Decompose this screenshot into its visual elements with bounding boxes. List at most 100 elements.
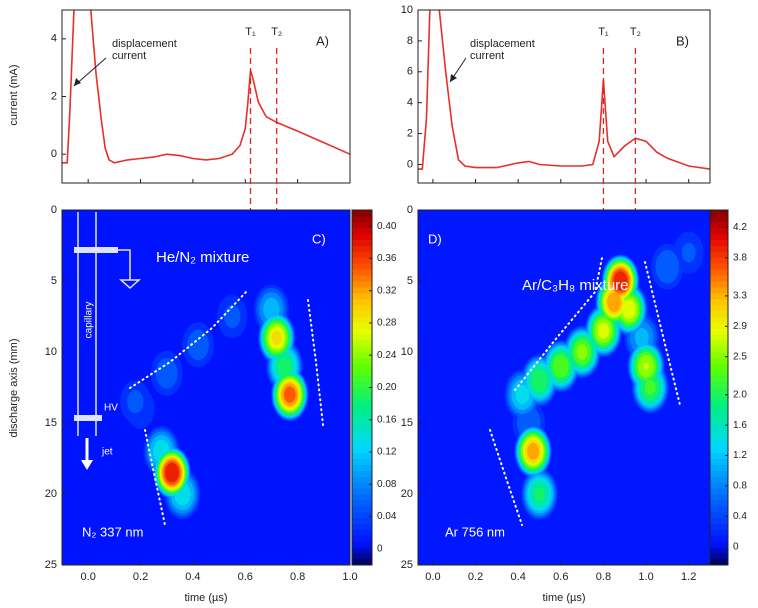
colorbar-step (710, 393, 728, 400)
colorbar-step (710, 523, 728, 530)
arrow-head (450, 74, 457, 82)
colorbar-step (710, 375, 728, 383)
plot-area (418, 210, 710, 565)
contour-level (634, 328, 649, 348)
colorbar-tick-label: 1.6 (733, 420, 747, 431)
colorbar-tick-label: 2.9 (733, 321, 747, 332)
colorbar-step (710, 340, 728, 347)
contour-level (655, 250, 680, 284)
colorbar-step (710, 405, 728, 412)
time-marker-label: T₂ (271, 26, 282, 38)
contour-level (645, 380, 656, 395)
y-tick-label: 8 (407, 35, 413, 47)
colorbar-step (352, 559, 372, 566)
colorbar-step (352, 547, 372, 554)
jet-label: jet (101, 447, 113, 458)
x-tick-label: 0.0 (81, 571, 96, 583)
colorbar-step (352, 523, 372, 530)
y-tick-label: 0 (407, 204, 413, 216)
colorbar-step (710, 352, 728, 359)
colorbar-step (710, 334, 728, 341)
y-tick-label: 6 (407, 66, 413, 78)
colorbar-step (352, 369, 372, 377)
contour-level (515, 384, 530, 405)
colorbar-step (710, 369, 728, 377)
colorbar-step (352, 529, 372, 536)
colorbar-step (352, 464, 372, 471)
contour-level (681, 242, 696, 263)
colorbar-step (710, 417, 728, 424)
y-tick-label: 15 (401, 417, 413, 429)
contour-level (527, 443, 540, 460)
arrow-head (74, 78, 81, 86)
colorbar-step (352, 281, 372, 288)
panel-label: B) (676, 33, 689, 48)
colorbar-tick-label: 3.8 (733, 253, 747, 264)
y-tick-label: 2 (51, 90, 57, 102)
colorbar-tick-label: 0.28 (377, 318, 397, 329)
colorbar-step (352, 334, 372, 341)
contour-level (643, 362, 649, 370)
colorbar-step (710, 286, 728, 294)
panel-label: A) (316, 33, 329, 48)
colorbar-step (352, 251, 372, 258)
contour-level (127, 390, 144, 414)
time-marker-label: T₂ (630, 26, 641, 38)
plot-area (418, 10, 710, 183)
colorbar-step (710, 411, 728, 418)
colorbar-step (710, 458, 728, 465)
colorbar-step (352, 210, 372, 217)
y-tick-label: 4 (407, 97, 413, 109)
y-tick-label: 25 (401, 559, 413, 571)
colorbar-step (710, 210, 728, 217)
colorbar-step (710, 239, 728, 246)
colorbar-step (710, 310, 728, 317)
y-tick-label: 20 (401, 488, 413, 500)
dotted-guide (489, 429, 523, 526)
colorbar-step (710, 227, 728, 235)
colorbar-step (710, 470, 728, 477)
colorbar-step (352, 215, 372, 223)
colorbar-step (352, 434, 372, 442)
colorbar-step (710, 434, 728, 442)
colorbar-step (710, 452, 728, 459)
colorbar-step (710, 494, 728, 501)
y-tick-label: 0 (51, 148, 57, 160)
contour-level (613, 271, 628, 291)
colorbar-step (710, 269, 728, 276)
y-tick-label: 2 (407, 127, 413, 139)
colorbar-step (710, 387, 728, 394)
colorbar-tick-label: 2.0 (733, 389, 747, 400)
dotted-guide (307, 299, 324, 426)
colorbar-step (352, 269, 372, 276)
colorbar-step (710, 233, 728, 241)
colorbar-step (352, 505, 372, 513)
x-axis-title: time (µs) (542, 592, 585, 604)
colorbar-step (352, 387, 372, 394)
colorbar-tick-label: 0.12 (377, 447, 397, 458)
capillary-label: capillary (84, 302, 95, 339)
contour-level (576, 344, 588, 360)
colorbar-tick-label: 0.24 (377, 350, 397, 361)
colorbar-step (710, 423, 728, 430)
electrode (74, 247, 118, 253)
colorbar-tick-label: 0.8 (733, 481, 747, 492)
colorbar-step (710, 517, 728, 525)
colorbar-step (710, 541, 728, 548)
colorbar-step (352, 346, 372, 353)
colorbar-step (710, 245, 728, 252)
contour-level (607, 292, 622, 313)
colorbar-step (710, 511, 728, 519)
contour-level (534, 487, 545, 501)
colorbar-step (352, 340, 372, 347)
contour-level (277, 356, 292, 376)
colorbar-step (710, 381, 728, 388)
colorbar-step (352, 221, 372, 229)
contour-level (531, 368, 548, 392)
colorbar-tick-label: 0.4 (733, 511, 747, 522)
contour-level (622, 299, 636, 320)
colorbar-tick-label: 3.3 (733, 291, 747, 302)
colorbar-step (352, 499, 372, 507)
colorbar-step (352, 227, 372, 235)
